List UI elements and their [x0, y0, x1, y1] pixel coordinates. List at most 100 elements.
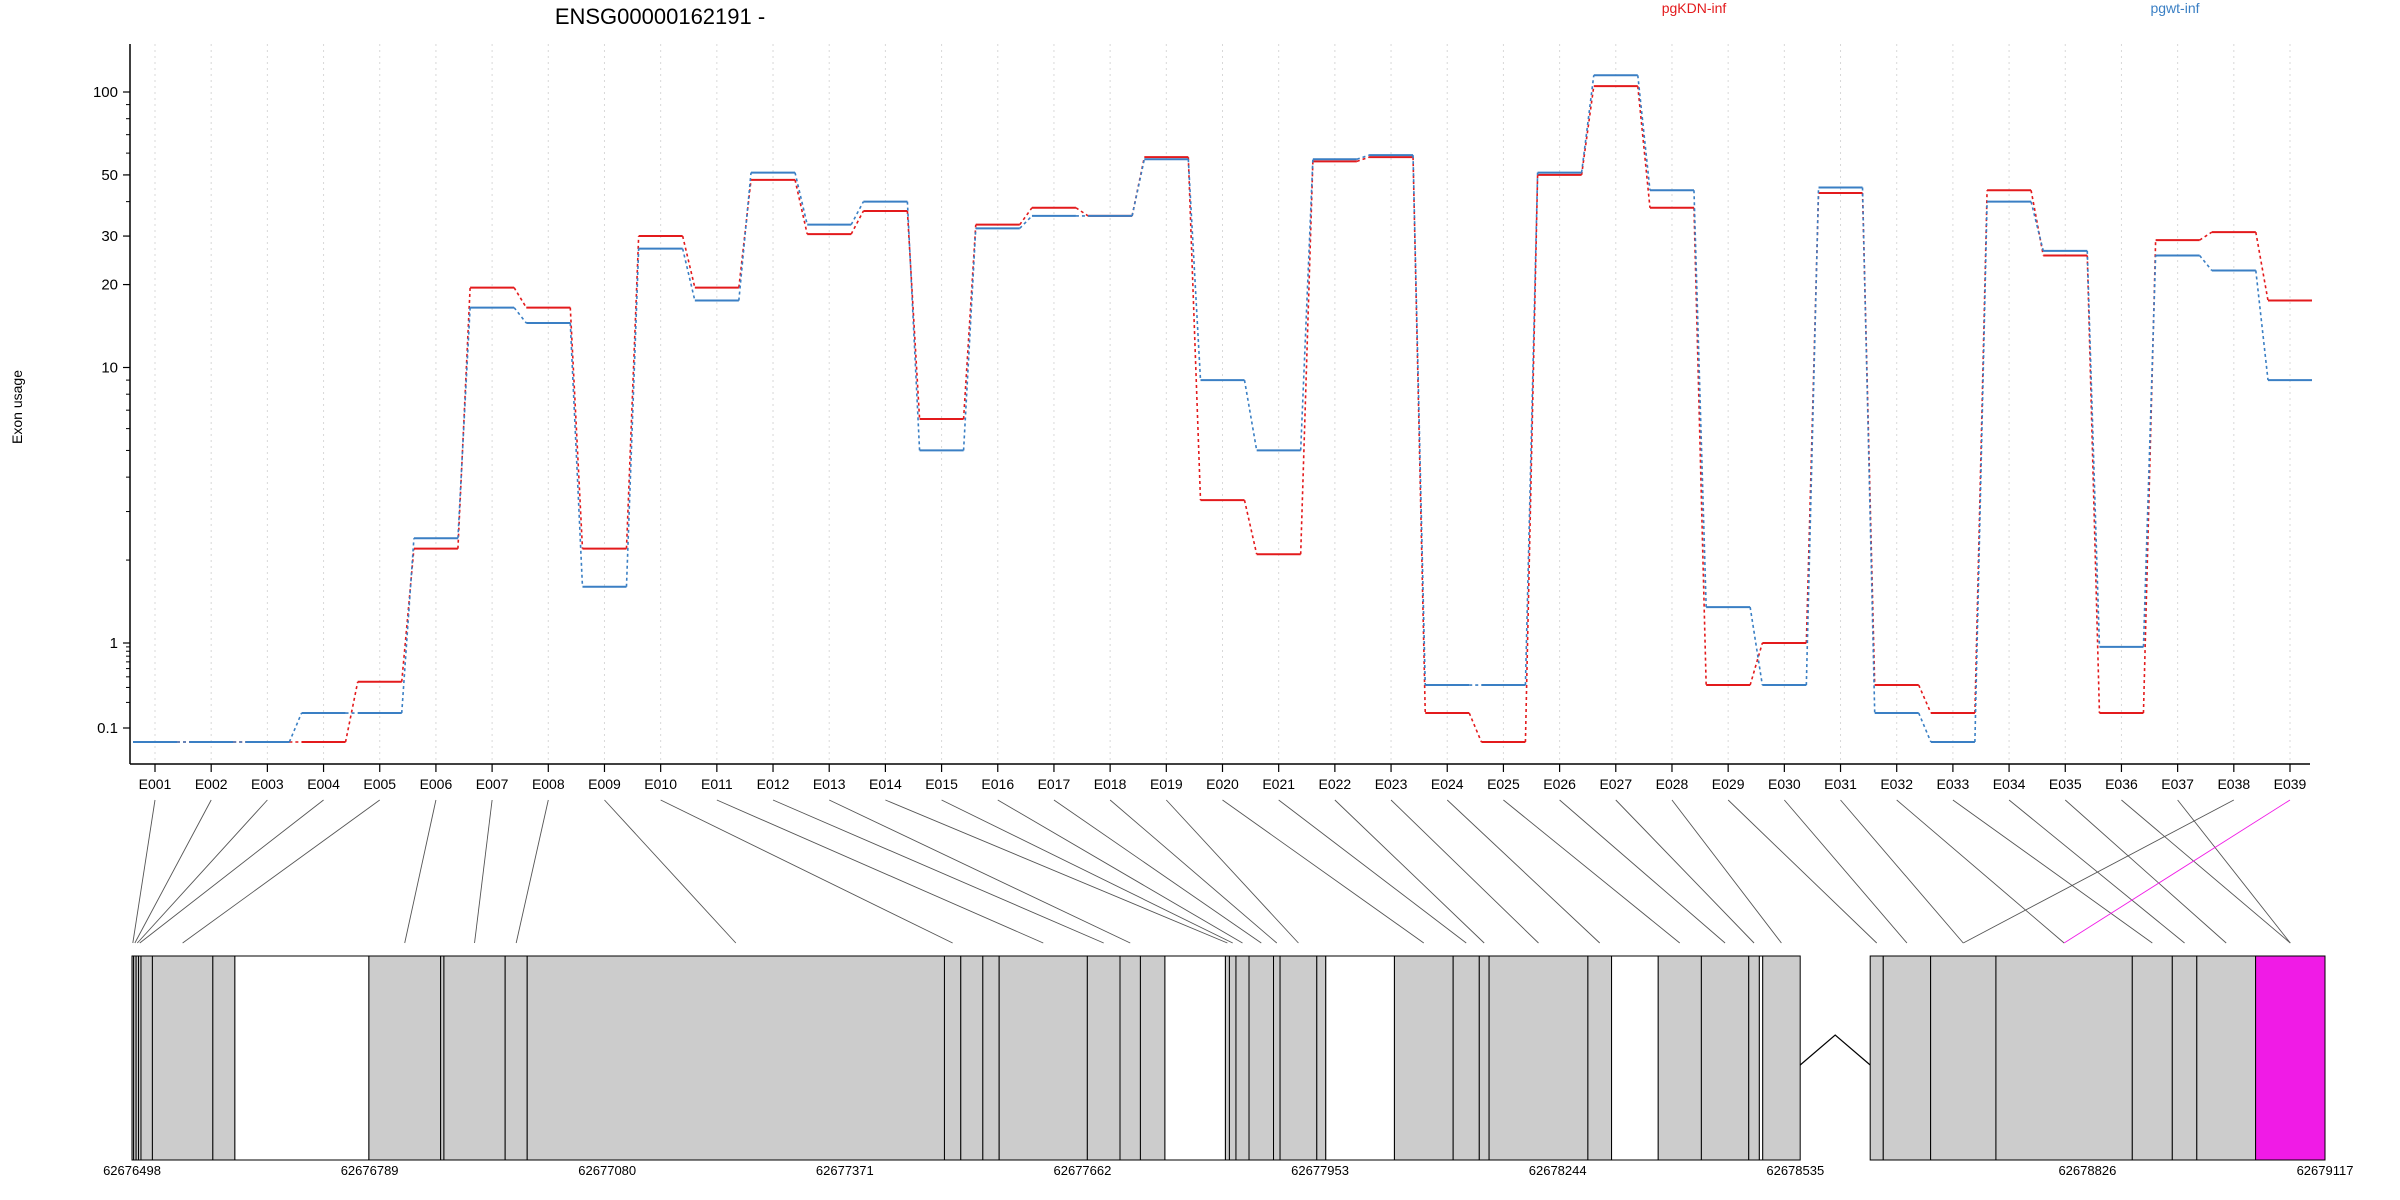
- connector-e008: [515, 799, 549, 944]
- pgwt-inf-link: [625, 248, 640, 587]
- coordinate-tick-label: 62677080: [578, 1163, 636, 1178]
- pgkdn-inf-link: [2199, 231, 2213, 241]
- y-tick-label: 10: [101, 360, 118, 377]
- legend: pgKDN-inf pgwt-inf: [1662, 0, 2200, 16]
- connector-e035: [2064, 799, 2227, 944]
- pgkdn-inf-link: [681, 235, 696, 288]
- pgkdn-inf-link: [1580, 86, 1595, 176]
- x-tick-label-e034: E034: [1993, 776, 2026, 792]
- x-tick-label-e014: E014: [869, 776, 902, 792]
- exon-block: [526, 955, 945, 1161]
- exon-block: [504, 955, 528, 1161]
- exon-block: [1748, 955, 1760, 1161]
- connector-e014: [885, 799, 1228, 944]
- coordinate-tick-label: 62677662: [1054, 1163, 1112, 1178]
- pgkdn-inf-link: [1356, 156, 1370, 163]
- x-tick-label-e019: E019: [1150, 776, 1183, 792]
- y-tick-label: 20: [101, 277, 118, 294]
- pgwt-inf-link: [400, 538, 415, 714]
- x-tick-label-e021: E021: [1262, 776, 1295, 792]
- connector-e003: [136, 799, 268, 944]
- connector-e029: [1727, 799, 1878, 944]
- pgwt-inf-link: [513, 307, 527, 324]
- exon-block: [1882, 955, 1932, 1161]
- x-tick-label-e035: E035: [2049, 776, 2082, 792]
- y-tick-label: 100: [93, 84, 118, 101]
- pgwt-inf-link: [2142, 255, 2157, 647]
- exon-block: [1995, 955, 2133, 1161]
- connector-e025: [1503, 799, 1681, 944]
- pgwt-inf-link: [1693, 190, 1707, 608]
- x-tick-label-e012: E012: [757, 776, 790, 792]
- connector-e015: [941, 799, 1233, 944]
- connector-e028: [1671, 799, 1782, 944]
- connector-e037: [2177, 799, 2291, 944]
- pgkdn-inf-link: [2086, 255, 2101, 714]
- x-tick-label-e031: E031: [1824, 776, 1857, 792]
- x-tick-label-e017: E017: [1038, 776, 1071, 792]
- pgkdn-inf-link: [1075, 207, 1089, 217]
- x-tick-label-e030: E030: [1768, 776, 1801, 792]
- connector-e030: [1784, 799, 1908, 944]
- x-tick-label-e022: E022: [1319, 776, 1352, 792]
- pgwt-inf-link: [850, 201, 865, 226]
- exon-block: [1488, 955, 1589, 1161]
- pgkdn-inf-link: [962, 224, 977, 420]
- connector-e024: [1446, 799, 1601, 944]
- x-tick-label-e023: E023: [1375, 776, 1408, 792]
- pgwt-inf-link: [1243, 379, 1258, 451]
- connector-e033: [1952, 799, 2153, 944]
- exon-block: [1587, 955, 1613, 1161]
- pgkdn-inf-link: [906, 210, 921, 420]
- y-tick-label: 1: [110, 635, 118, 652]
- connector-e022: [1334, 799, 1485, 944]
- pgkdn-inf-link: [1693, 207, 1707, 686]
- y-axis-label: Exon usage: [9, 370, 25, 444]
- exon-block: [1248, 955, 1275, 1161]
- exon-block: [151, 955, 214, 1161]
- x-tick-label-e025: E025: [1487, 776, 1520, 792]
- exon-block: [368, 955, 442, 1161]
- exon-block: [1393, 955, 1454, 1161]
- vertical-grid: [154, 44, 2291, 764]
- y-tick-label: 30: [101, 228, 118, 245]
- connector-e032: [1896, 799, 2065, 944]
- pgwt-inf-link: [738, 172, 752, 301]
- x-tick-label-e004: E004: [307, 776, 340, 792]
- x-tick-label-e010: E010: [644, 776, 677, 792]
- x-tick-label-e037: E037: [2161, 776, 2194, 792]
- intron-chevron: [1799, 1034, 1871, 1066]
- connector-e004: [139, 799, 324, 944]
- non-exon-region: [1325, 955, 1395, 1161]
- pgwt-inf-link: [1749, 606, 1764, 686]
- pgwt-inf-link: [1861, 187, 1876, 714]
- pgwt-inf-link: [1019, 215, 1033, 229]
- connector-e038: [1963, 799, 2235, 944]
- x-tick-label-e018: E018: [1094, 776, 1127, 792]
- coordinate-tick-label: 62678535: [1766, 1163, 1824, 1178]
- exon-block: [140, 955, 153, 1161]
- pgwt-inf-link: [1356, 154, 1370, 161]
- coordinate-tick-label: 62676498: [103, 1163, 161, 1178]
- x-tick-label-e007: E007: [476, 776, 509, 792]
- y-tick-label: 50: [101, 167, 118, 184]
- exon-block: [1762, 955, 1801, 1161]
- connector-e010: [660, 799, 953, 944]
- x-tick-label-e032: E032: [1880, 776, 1913, 792]
- pgwt-inf-link: [1636, 75, 1651, 191]
- exon-block: [982, 955, 1000, 1161]
- non-exon-region: [1758, 955, 1764, 1161]
- x-tick-label-e003: E003: [251, 776, 284, 792]
- pgwt-inf-link: [1299, 159, 1314, 451]
- connector-e034: [2008, 799, 2185, 944]
- x-tick-label-e011: E011: [701, 776, 733, 792]
- exon-block: [1700, 955, 1750, 1161]
- x-tick-label-e038: E038: [2217, 776, 2250, 792]
- pgkdn-inf-link: [569, 307, 584, 549]
- pgkdn-inf-link: [1412, 157, 1427, 714]
- pgkdn-inf-link: [1636, 86, 1651, 208]
- x-tick-label-e028: E028: [1656, 776, 1689, 792]
- connector-e011: [716, 799, 1044, 944]
- genomic-coordinate-axis: 62676498 62676789 62677080 62677371 62677662…: [103, 1163, 2353, 1178]
- pgkdn-inf-link: [1917, 684, 1932, 714]
